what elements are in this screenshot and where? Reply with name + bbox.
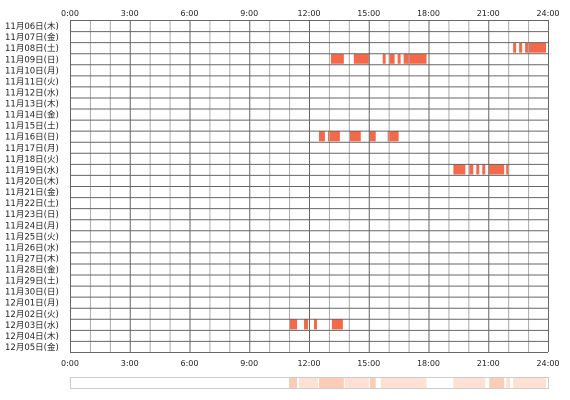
activity-cell — [382, 53, 386, 64]
bottom-tick-label: 24:00 — [536, 359, 559, 368]
bottom-tick-label: 21:00 — [477, 359, 500, 368]
day-label: 11月10日(月) — [5, 66, 59, 76]
day-label: 12月03日(水) — [5, 320, 59, 331]
summary-cell — [489, 378, 505, 388]
activity-cell — [476, 164, 480, 175]
activity-cell — [327, 131, 340, 142]
day-label: 12月01日(月) — [5, 299, 59, 309]
day-label: 11月26日(水) — [5, 242, 59, 253]
activity-cell — [506, 164, 510, 175]
summary-cell — [506, 378, 511, 388]
activity-cell — [330, 53, 344, 64]
day-label: 11月09日(日) — [5, 55, 59, 65]
grid-lines-layer — [70, 20, 549, 353]
summary-cell — [289, 378, 298, 388]
top-tick-label: 0:00 — [61, 9, 79, 18]
top-tick-label: 3:00 — [121, 9, 139, 18]
day-label: 11月15日(土) — [5, 121, 59, 132]
top-tick-label: 24:00 — [536, 9, 559, 18]
day-label: 11月27日(木) — [5, 253, 59, 264]
day-label: 11月25日(火) — [5, 232, 59, 242]
bottom-tick-label: 6:00 — [181, 359, 199, 368]
activity-cell — [353, 53, 369, 64]
day-label: 11月30日(日) — [5, 288, 59, 298]
day-label: 11月08日(土) — [5, 43, 59, 54]
bottom-tick-label: 18:00 — [417, 359, 440, 368]
day-label: 11月06日(木) — [5, 21, 59, 32]
day-label: 11月17日(月) — [5, 144, 59, 154]
activity-cell — [403, 53, 427, 64]
summary-cell — [369, 378, 376, 388]
day-label: 11月13日(木) — [5, 99, 59, 110]
activity-cell — [397, 53, 401, 64]
day-labels: 11月06日(木)11月07日(金)11月08日(土)11月09日(日)11月1… — [5, 21, 59, 353]
day-label: 12月05日(金) — [5, 342, 59, 353]
activity-cell — [369, 131, 376, 142]
summary-cell — [318, 378, 344, 388]
day-label: 11月23日(日) — [5, 210, 59, 220]
top-tick-label: 15:00 — [357, 9, 380, 18]
day-label: 11月20日(木) — [5, 176, 59, 187]
activity-cell — [482, 164, 486, 175]
summary-cell — [344, 378, 369, 388]
activity-cell — [469, 164, 474, 175]
top-tick-label: 9:00 — [240, 9, 258, 18]
day-label: 11月07日(金) — [5, 32, 59, 43]
bottom-tick-label: 15:00 — [357, 359, 380, 368]
day-label: 12月04日(木) — [5, 331, 59, 342]
day-label: 11月14日(金) — [5, 110, 59, 121]
activity-layer — [289, 42, 547, 330]
day-label: 11月22日(土) — [5, 198, 59, 209]
day-label: 11月29日(土) — [5, 276, 59, 287]
activity-cell — [331, 319, 343, 330]
day-label: 11月18日(火) — [5, 155, 59, 165]
summary-bar — [70, 377, 549, 389]
activity-cell — [519, 42, 523, 53]
activity-cell — [387, 131, 399, 142]
summary-cell — [299, 378, 318, 388]
bottom-tick-label: 12:00 — [297, 359, 320, 368]
day-label: 12月02日(火) — [5, 310, 59, 320]
bottom-tick-label: 3:00 — [121, 359, 139, 368]
activity-cell — [318, 131, 325, 142]
activity-cell — [289, 319, 298, 330]
day-label: 11月28日(金) — [5, 265, 59, 276]
day-label: 11月24日(月) — [5, 221, 59, 231]
activity-cell — [489, 164, 505, 175]
top-tick-label: 12:00 — [297, 9, 320, 18]
top-time-axis: 0:00 3:00 6:00 9:00 12:00 15:00 18:00 21:00 24:0… — [61, 9, 560, 18]
summary-cell — [380, 378, 427, 388]
day-label: 11月19日(水) — [5, 165, 59, 176]
summary-cell — [453, 378, 486, 388]
day-label: 11月21日(金) — [5, 187, 59, 198]
activity-cell — [388, 53, 395, 64]
top-tick-label: 6:00 — [181, 9, 199, 18]
activity-cell — [513, 42, 517, 53]
day-label: 11月12日(水) — [5, 87, 59, 98]
day-label: 11月16日(日) — [5, 133, 59, 143]
activity-cell — [349, 131, 361, 142]
activity-cell — [313, 319, 317, 330]
day-label: 11月11日(火) — [5, 77, 59, 87]
bottom-time-axis: 0:00 3:00 6:00 9:00 12:00 15:00 18:00 21:00 24:0… — [61, 359, 560, 368]
top-tick-label: 18:00 — [417, 9, 440, 18]
activity-cell — [453, 164, 466, 175]
top-tick-label: 21:00 — [477, 9, 500, 18]
bottom-tick-label: 0:00 — [61, 359, 79, 368]
activity-cell — [525, 42, 547, 53]
bottom-tick-label: 9:00 — [240, 359, 258, 368]
summary-cell — [513, 378, 547, 388]
activity-cell — [304, 319, 309, 330]
